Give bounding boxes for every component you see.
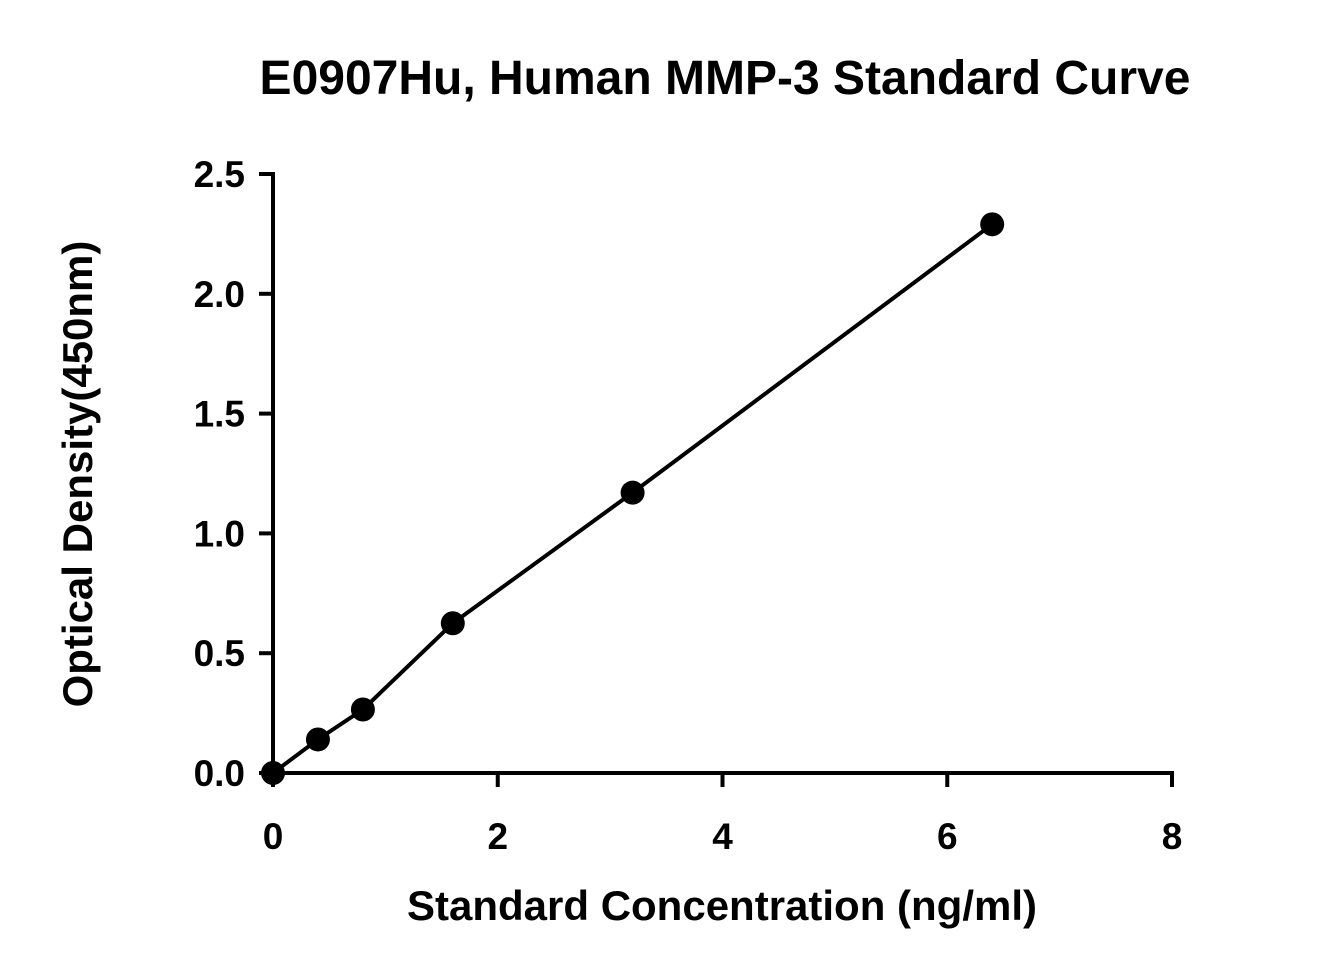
y-tick-label: 0.5 (194, 633, 245, 674)
data-point (305, 727, 330, 752)
x-axis-ticks: 0 2 4 6 8 (263, 773, 1183, 857)
y-axis-label: Optical Density(450nm) (54, 241, 101, 708)
y-tick-label: 2.0 (194, 274, 245, 315)
x-tick-label: 2 (487, 816, 508, 857)
y-tick-label: 2.5 (194, 154, 245, 195)
x-tick-label: 8 (1162, 816, 1183, 857)
plot-area: 0 2 4 6 8 0.0 0.5 1.0 1.5 2.0 2.5 (194, 154, 1183, 857)
x-tick-label: 4 (712, 816, 733, 857)
data-point (620, 480, 645, 505)
chart-title: E0907Hu, Human MMP-3 Standard Curve (260, 52, 1191, 105)
y-tick-label: 0.0 (194, 753, 245, 794)
x-tick-label: 6 (937, 816, 958, 857)
y-axis-ticks: 0.0 0.5 1.0 1.5 2.0 2.5 (194, 154, 273, 794)
data-points (261, 212, 1005, 785)
data-point (261, 761, 285, 785)
data-point (980, 212, 1005, 237)
data-point (350, 697, 375, 722)
x-tick-label: 0 (263, 816, 284, 857)
y-tick-label: 1.5 (194, 394, 245, 435)
y-tick-label: 1.0 (194, 513, 245, 554)
x-axis-label: Standard Concentration (ng/ml) (407, 882, 1037, 929)
data-point (440, 611, 465, 636)
